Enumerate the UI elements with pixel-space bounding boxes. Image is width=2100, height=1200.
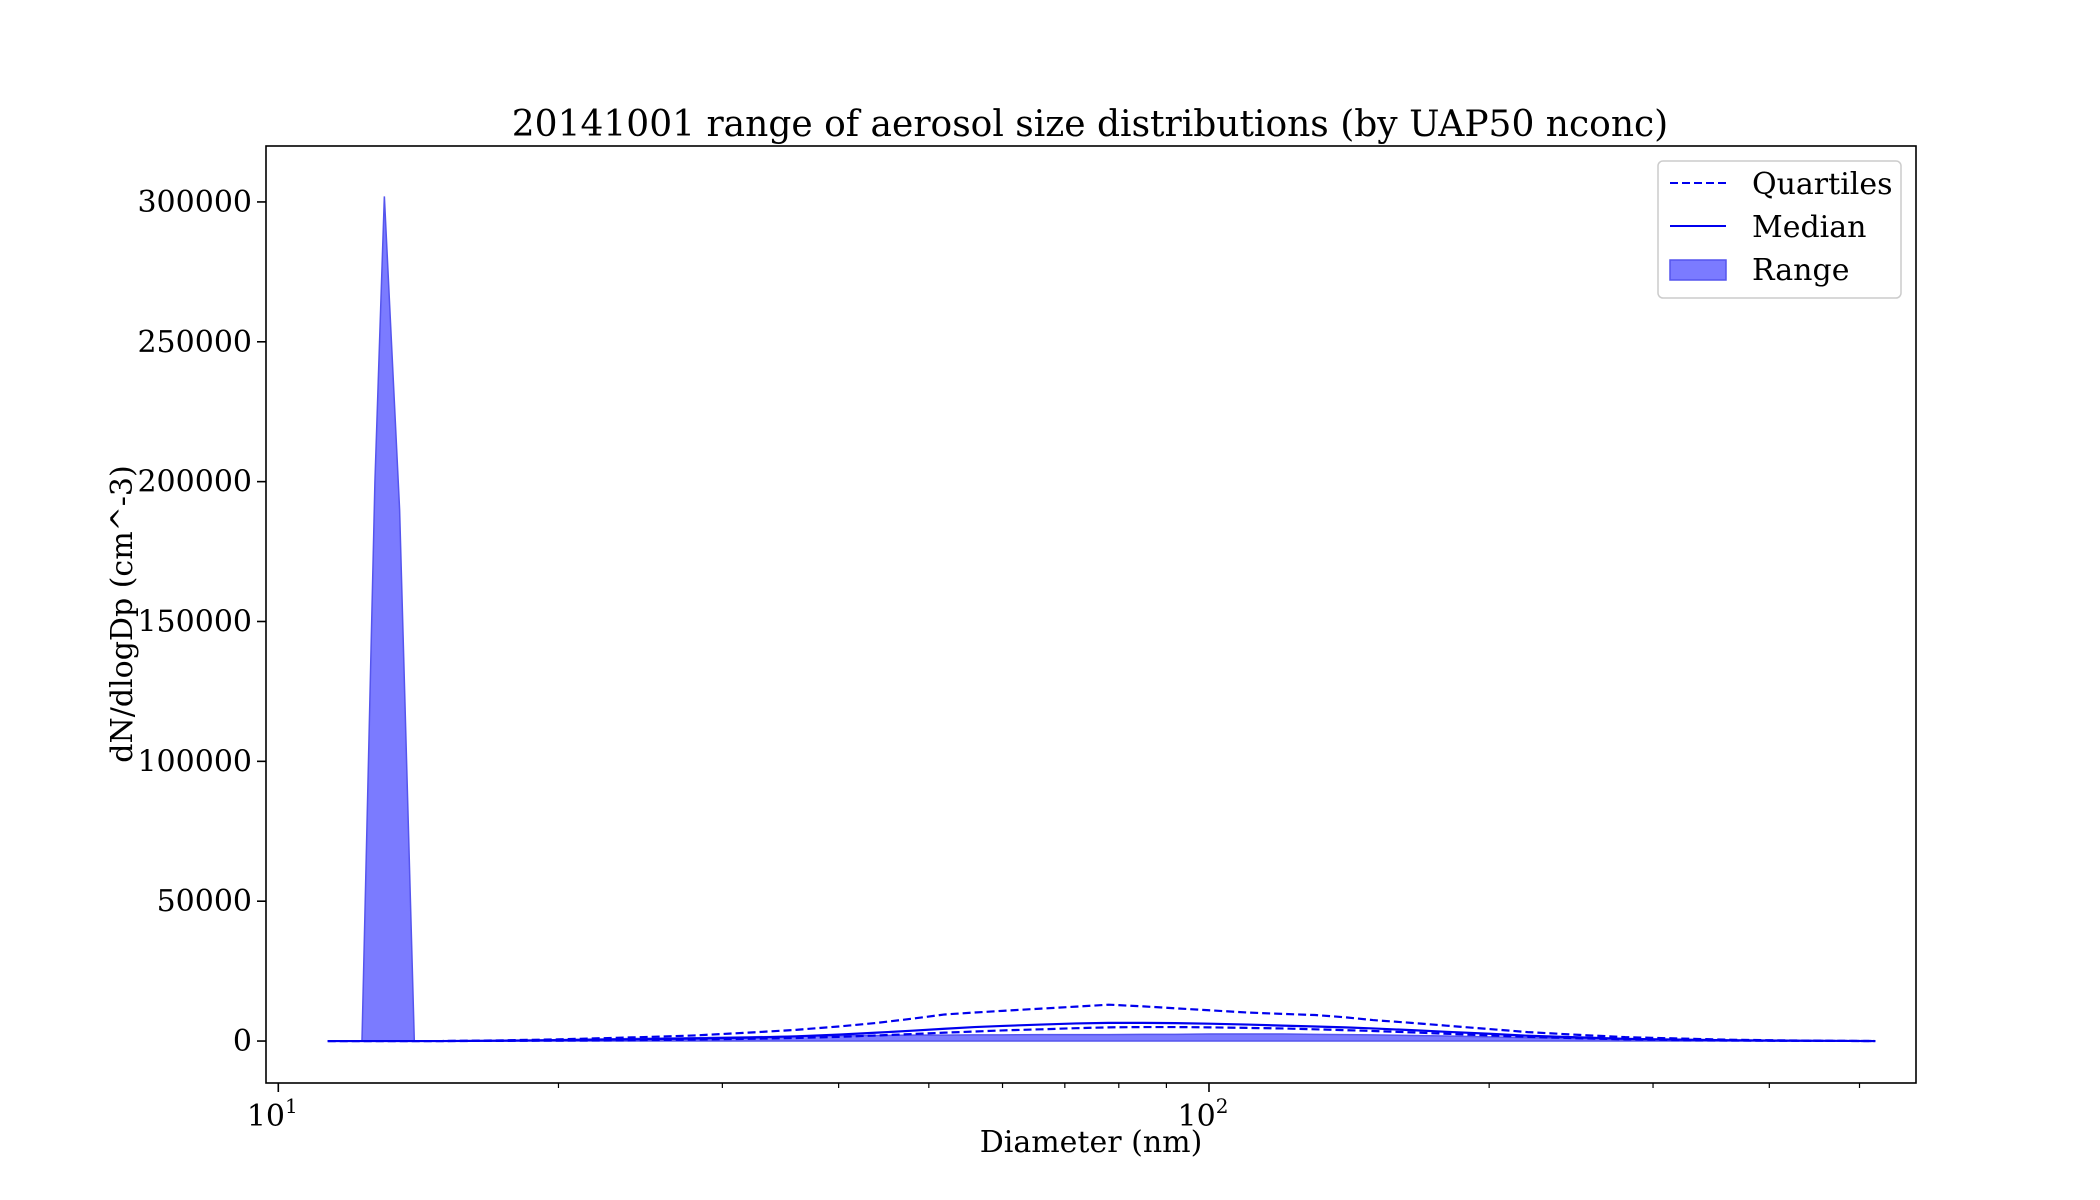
- y-tick-label: 50000: [157, 884, 252, 919]
- legend-median-label: Median: [1752, 210, 1866, 245]
- median-line: [327, 1021, 1876, 1043]
- axes-frame: [265, 145, 1917, 1084]
- legend-quartiles-label: Quartiles: [1752, 167, 1893, 202]
- plot-area: [327, 196, 1876, 1043]
- y-tick-label: 300000: [137, 185, 252, 220]
- y-tick-label: 100000: [137, 744, 252, 779]
- y-tick-label: 0: [233, 1024, 252, 1059]
- x-tick-exponent: 1: [285, 1094, 298, 1118]
- y-tick-label: 200000: [137, 465, 252, 500]
- x-tick-exponent: 2: [1216, 1094, 1229, 1118]
- legend: Quartiles Median Range: [1657, 160, 1902, 299]
- y-tick-label: 150000: [137, 604, 252, 639]
- y-tick-label: 250000: [137, 325, 252, 360]
- legend-range-swatch: [1669, 259, 1727, 281]
- x-axis-label: Diameter (nm): [980, 1125, 1203, 1160]
- chart-title: 20141001 range of aerosol size distribut…: [512, 104, 1668, 145]
- y-axis: 0 50000 100000 150000 200000 250000 300000: [137, 185, 266, 1059]
- legend-range-label: Range: [1752, 253, 1849, 288]
- y-axis-label: dN/dlogDp (cm^-3): [105, 465, 140, 762]
